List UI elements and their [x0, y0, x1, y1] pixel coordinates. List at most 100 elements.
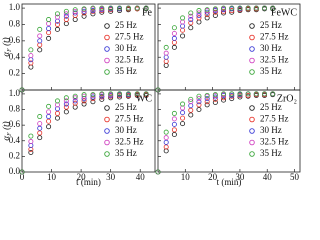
data-point	[28, 47, 34, 53]
data-point	[37, 121, 43, 127]
legend-label: 30 Hz	[115, 43, 137, 53]
data-point	[212, 92, 218, 98]
data-point	[261, 5, 267, 11]
data-point	[171, 44, 177, 50]
data-point	[155, 169, 161, 175]
data-point	[37, 26, 43, 32]
x-tick-label: 30	[106, 172, 116, 182]
y-axis-label: αF (t)	[1, 37, 13, 56]
data-point	[221, 91, 227, 97]
plot-frame	[157, 89, 301, 173]
legend-marker	[249, 34, 255, 41]
data-point	[188, 112, 194, 118]
y-tick-label: 0.6	[9, 119, 21, 129]
data-point	[81, 93, 87, 99]
legend-marker	[249, 23, 255, 29]
data-point	[37, 42, 43, 48]
x-tick-label: 20	[77, 172, 87, 182]
data-point	[81, 98, 87, 104]
data-point	[90, 99, 96, 105]
data-point	[188, 99, 194, 105]
x-tick-label: 40	[136, 172, 146, 182]
y-tick-label: 0.2	[9, 150, 20, 160]
y-tick-label: 0.2	[9, 68, 20, 78]
data-point	[63, 95, 69, 101]
data-point	[221, 8, 227, 14]
data-point	[163, 62, 169, 68]
data-point	[46, 114, 52, 120]
y-axis-label-part: (t)	[1, 37, 11, 48]
x-tick-label: 20	[208, 172, 218, 182]
data-point	[54, 26, 60, 32]
legend-marker	[249, 116, 255, 123]
y-axis-label-part: α	[1, 52, 11, 57]
data-point	[196, 96, 202, 102]
data-point	[180, 121, 186, 127]
data-point	[204, 15, 210, 21]
legend-label: 35 Hz	[260, 148, 282, 158]
data-point	[134, 91, 140, 97]
data-point	[90, 94, 96, 100]
data-point	[237, 91, 243, 97]
data-point	[188, 25, 194, 31]
data-point	[134, 5, 140, 11]
data-point	[180, 115, 186, 121]
data-point	[28, 133, 34, 139]
data-point	[229, 8, 235, 14]
data-point	[229, 96, 235, 102]
data-point	[180, 101, 186, 107]
data-point	[171, 25, 177, 31]
data-point	[171, 39, 177, 45]
data-point	[180, 110, 186, 116]
data-point	[72, 98, 78, 104]
legend-label: 27.5 Hz	[115, 114, 144, 124]
x-tick-label: 10	[181, 172, 191, 182]
legend-label: 25 Hz	[260, 20, 282, 30]
data-point	[163, 144, 169, 150]
data-point	[63, 8, 69, 14]
y-tick-label: 0.8	[9, 19, 21, 29]
data-point	[270, 91, 276, 97]
data-point	[108, 8, 114, 14]
panel-label: ZrO₂	[277, 93, 297, 104]
data-point	[212, 99, 218, 105]
y-tick-label: 0.0	[9, 166, 21, 176]
legend-label: 35 Hz	[115, 66, 137, 76]
data-point	[54, 14, 60, 20]
legend-label: 27.5 Hz	[260, 114, 289, 124]
data-point	[163, 44, 169, 50]
data-point	[171, 127, 177, 133]
data-point	[229, 91, 235, 97]
data-point	[204, 99, 210, 105]
data-point	[221, 5, 227, 11]
data-point	[261, 91, 267, 97]
data-point	[54, 11, 60, 17]
data-point	[90, 5, 96, 11]
panel-label: Fe	[142, 7, 153, 18]
data-point	[46, 124, 52, 130]
x-tick-label: 10	[47, 172, 57, 182]
legend-label: 25 Hz	[260, 102, 282, 112]
data-point	[237, 94, 243, 100]
data-point	[237, 5, 243, 11]
legend-marker	[249, 46, 255, 52]
legend-label: 27.5 Hz	[115, 32, 144, 42]
data-point	[143, 5, 149, 11]
data-point	[63, 98, 69, 104]
data-point	[196, 12, 202, 18]
data-point	[19, 169, 25, 175]
legend-marker	[249, 105, 255, 111]
data-point	[99, 93, 105, 99]
data-point	[212, 94, 218, 100]
data-point	[188, 13, 194, 19]
data-point	[180, 15, 186, 21]
legend-marker	[104, 151, 110, 157]
data-point	[81, 13, 87, 19]
data-point	[28, 60, 34, 66]
data-point	[171, 35, 177, 41]
data-point	[163, 129, 169, 135]
data-point	[90, 8, 96, 14]
data-point	[196, 8, 202, 14]
y-tick-label: 1.0	[9, 2, 21, 12]
